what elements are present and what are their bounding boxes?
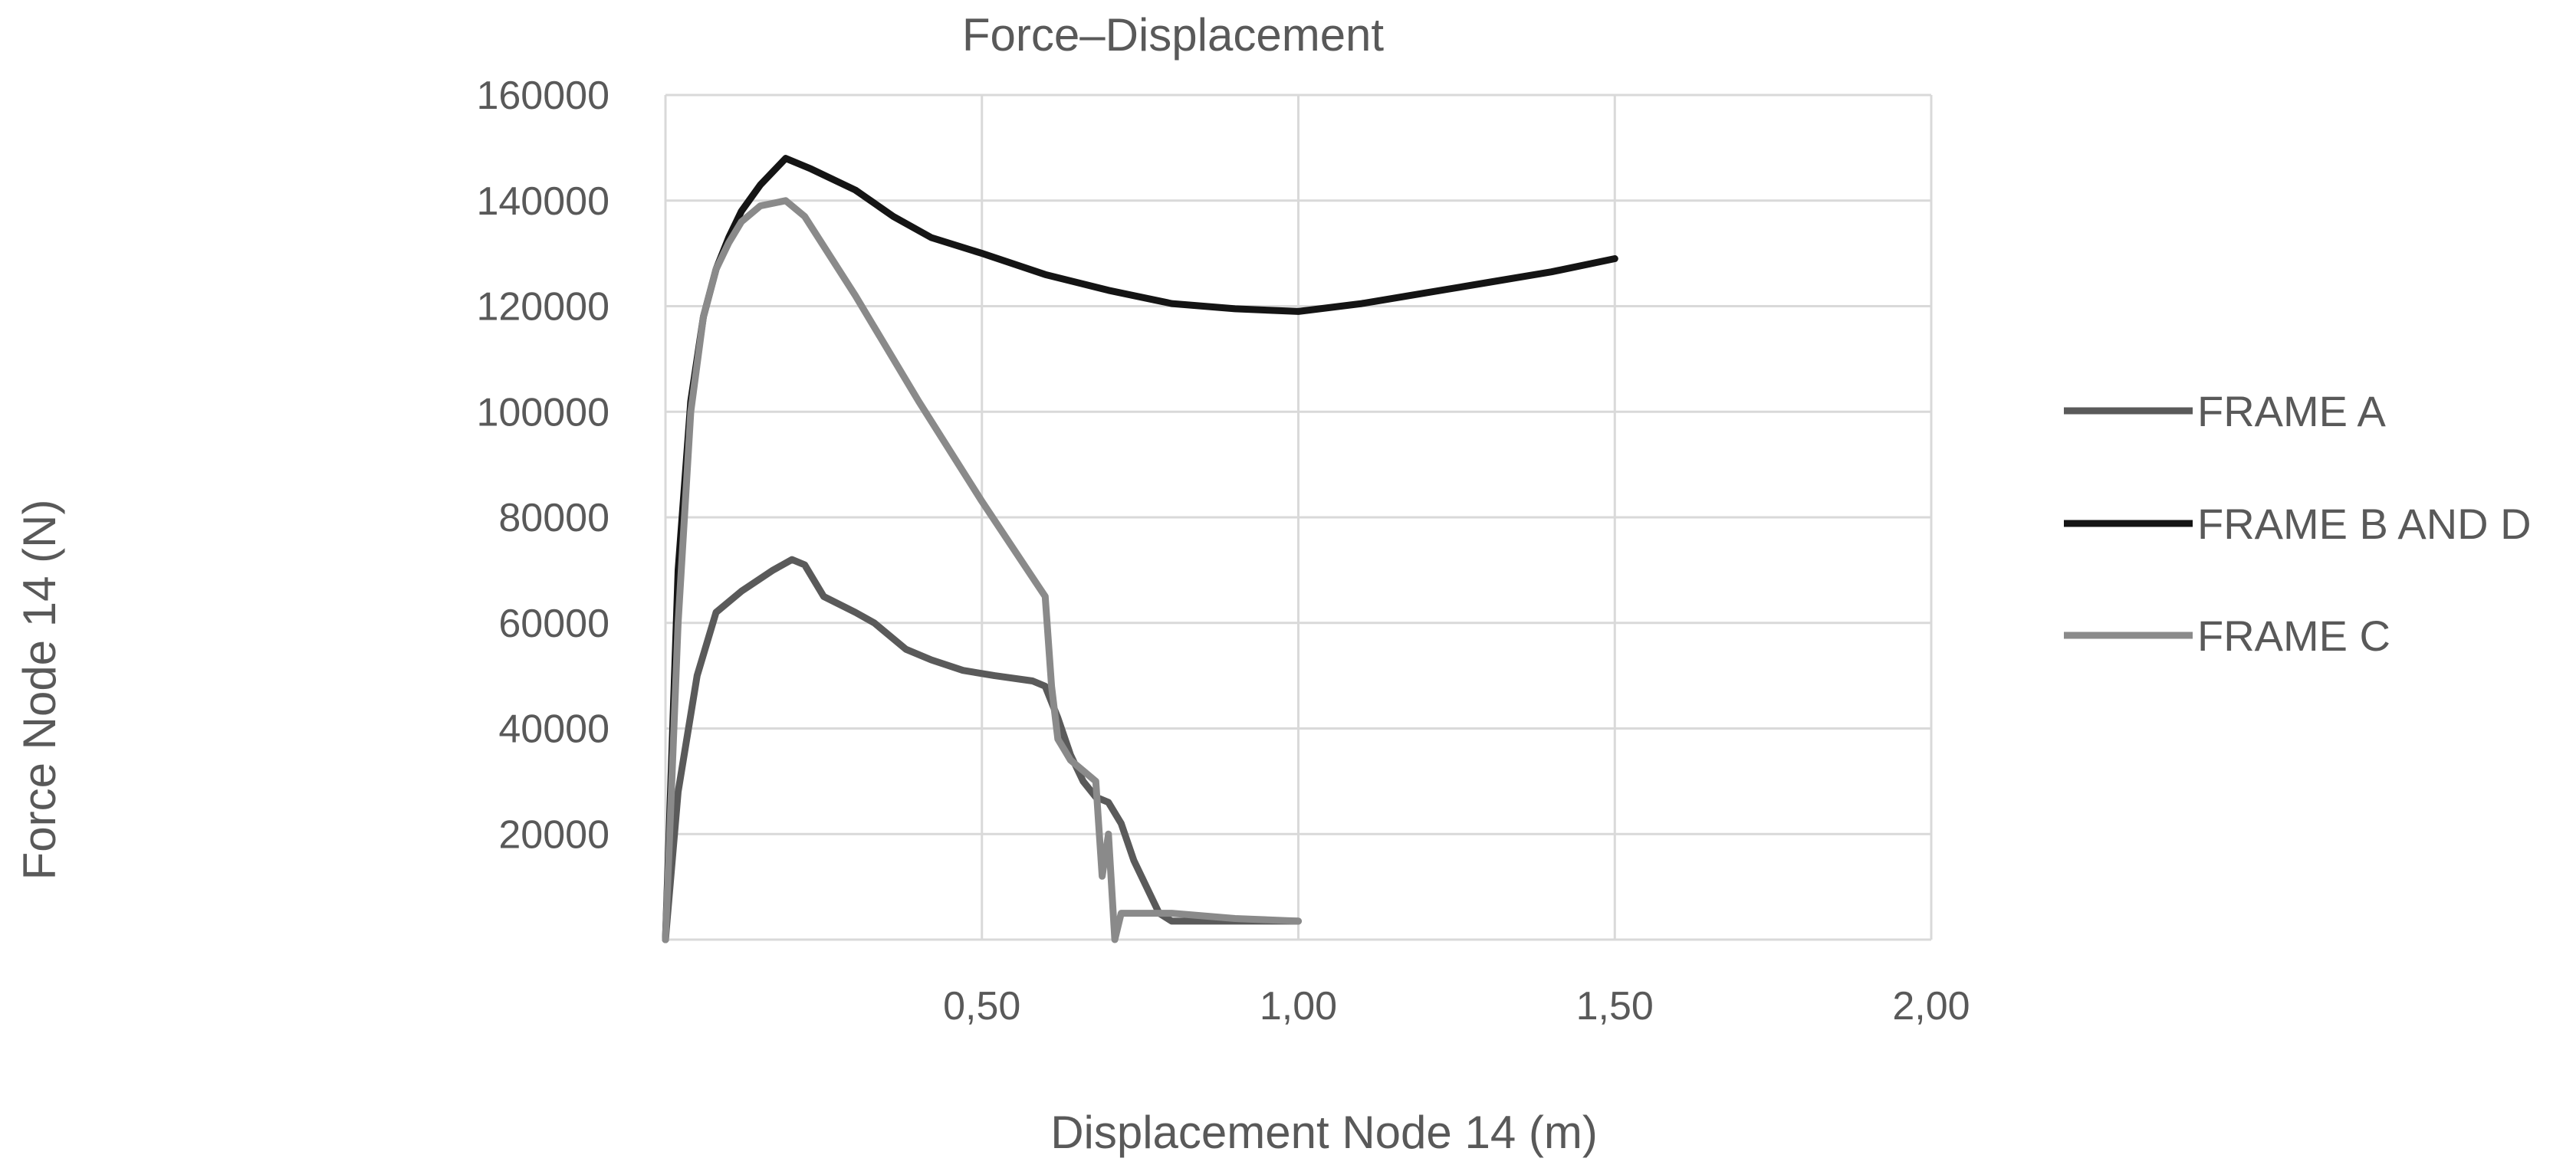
chart-series-lines <box>662 155 1618 943</box>
y-tick-label: 20000 <box>498 812 610 857</box>
y-tick-label: 100000 <box>476 390 610 435</box>
chart-legend: FRAME A FRAME B AND D FRAME C <box>2064 387 2532 660</box>
legend-label: FRAME A <box>2197 387 2386 435</box>
series-line <box>662 155 1618 943</box>
y-tick-label: 160000 <box>476 74 610 118</box>
series-line <box>662 556 1302 943</box>
y-axis-tick-labels: 20000 40000 60000 80000 100000 120000 140000 16… <box>476 74 610 857</box>
x-axis-tick-labels: 0,50 1,00 1,50 2,00 <box>943 984 1970 1029</box>
y-tick-label: 60000 <box>498 602 610 646</box>
legend-label: FRAME B AND D <box>2197 500 2532 548</box>
legend-label: FRAME C <box>2197 612 2390 660</box>
x-tick-label: 0,50 <box>943 984 1020 1029</box>
y-tick-label: 140000 <box>476 179 610 224</box>
y-axis-label: Force Node 14 (N) <box>14 500 65 881</box>
x-tick-label: 1,50 <box>1576 984 1654 1029</box>
y-tick-label: 120000 <box>476 285 610 330</box>
x-tick-label: 2,00 <box>1892 984 1970 1029</box>
y-tick-label: 40000 <box>498 707 610 752</box>
x-axis-label: Displacement Node 14 (m) <box>1050 1107 1598 1158</box>
y-tick-label: 80000 <box>498 496 610 540</box>
chart-gridlines <box>664 94 1933 941</box>
x-tick-label: 1,00 <box>1260 984 1337 1029</box>
chart-title: Force–Displacement <box>962 9 1385 61</box>
series-line <box>662 197 1302 943</box>
